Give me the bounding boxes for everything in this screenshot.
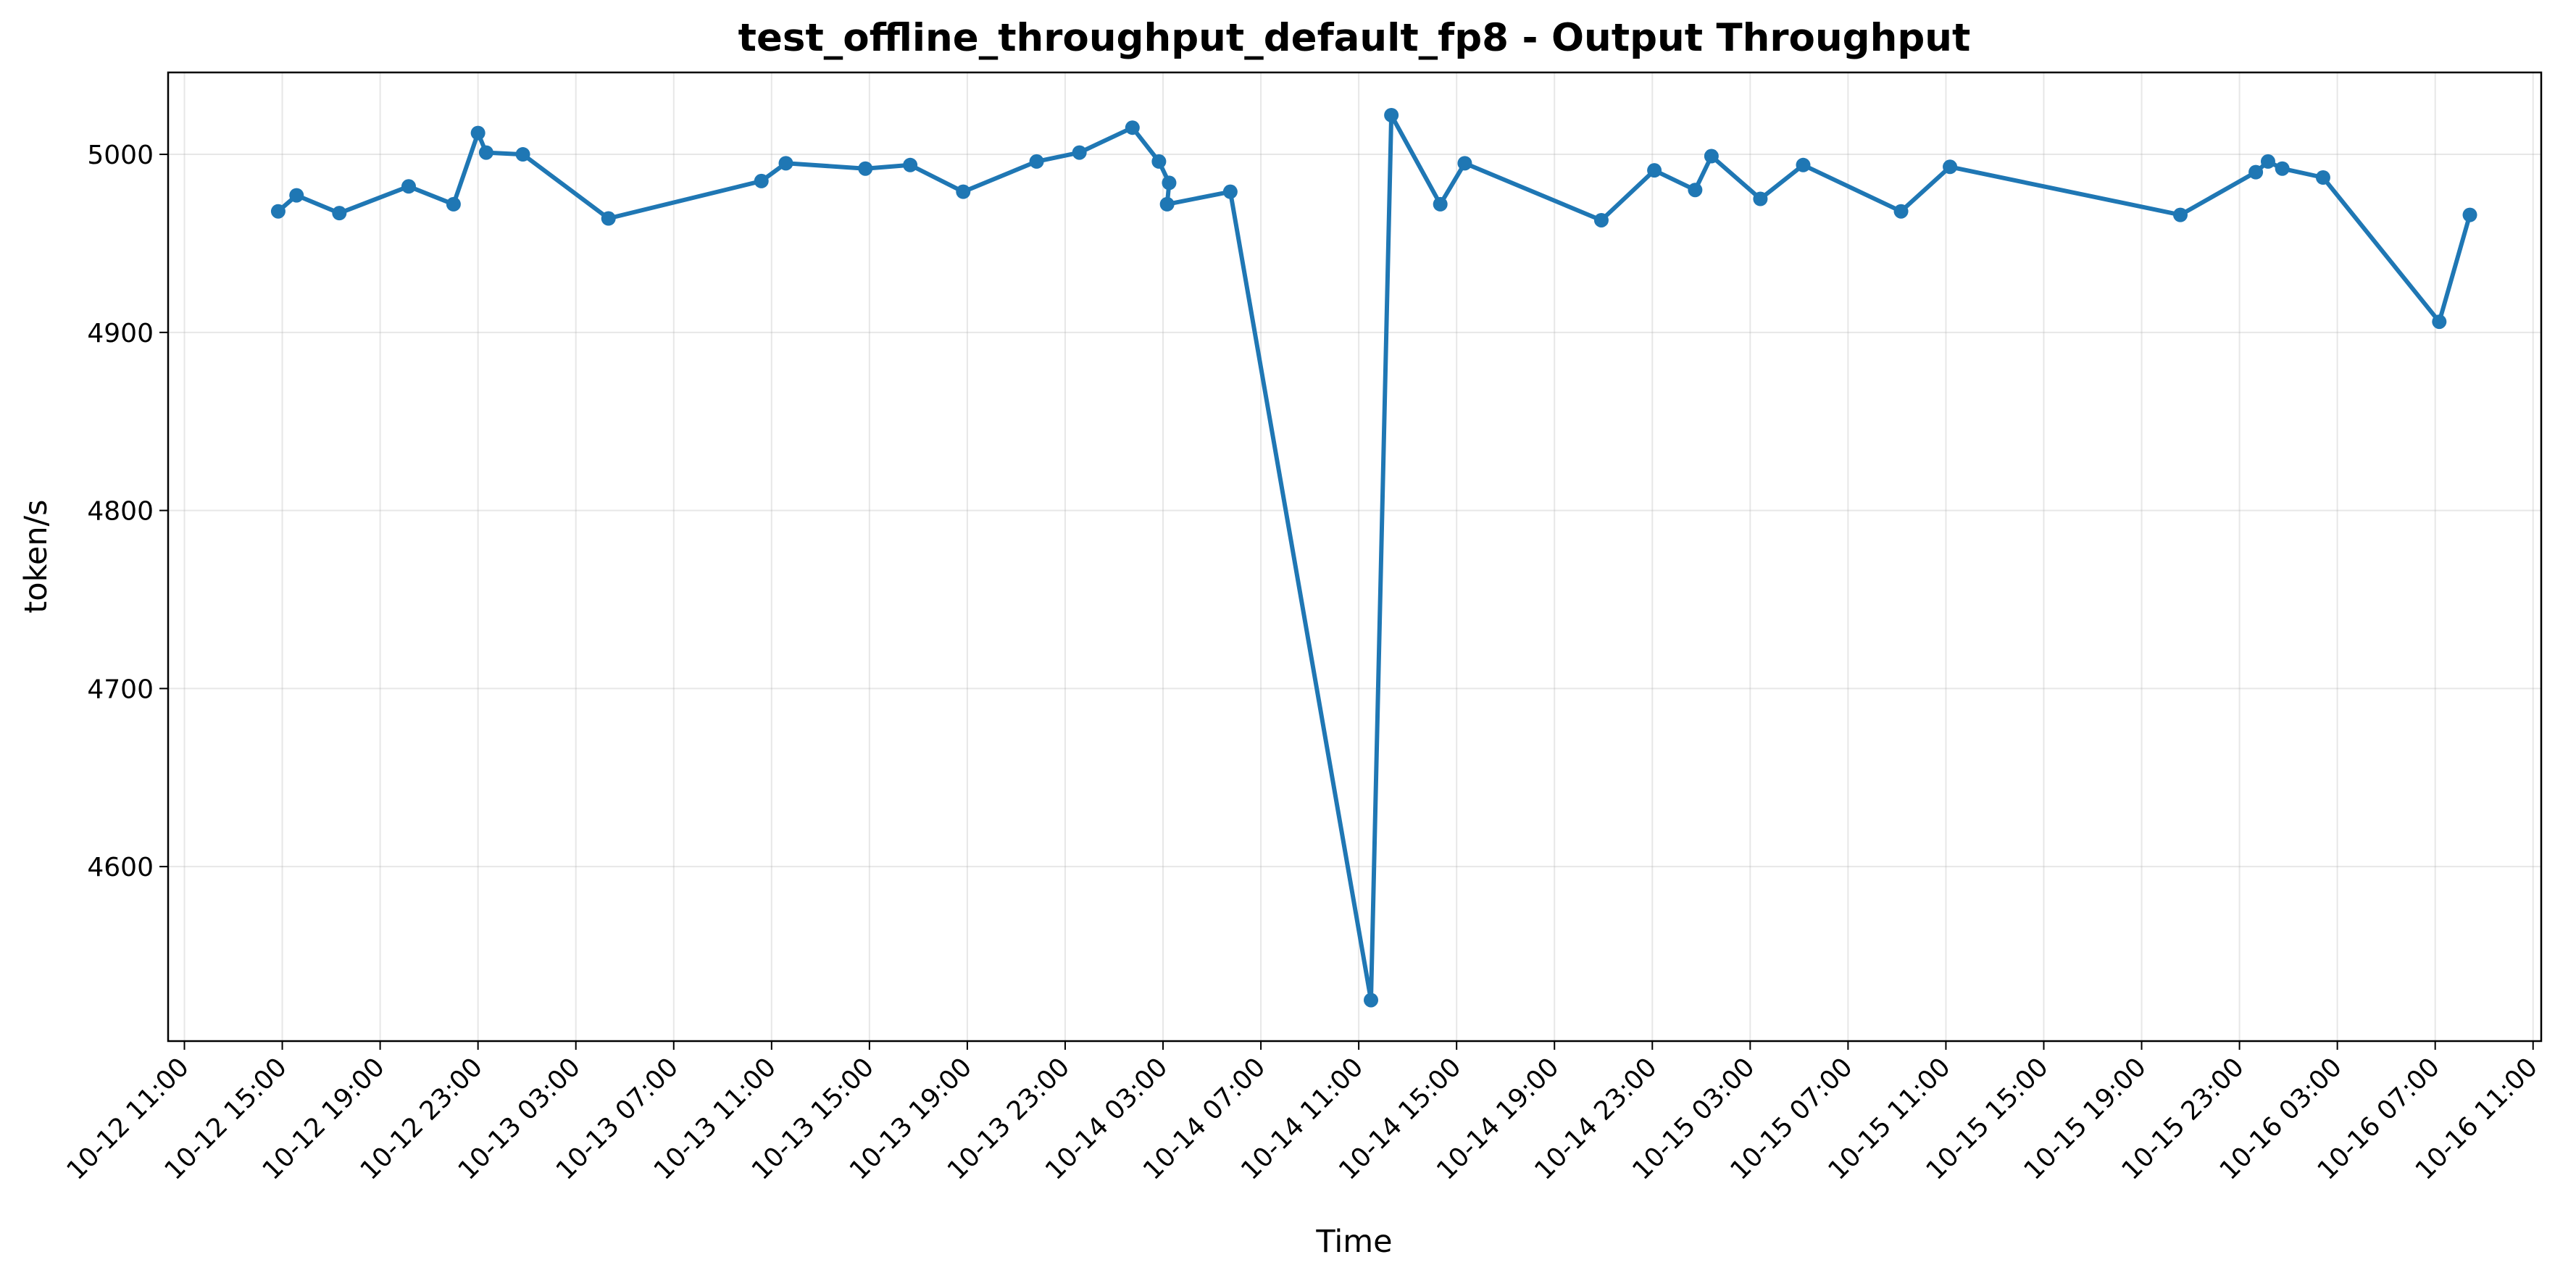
data-point: [903, 157, 918, 172]
data-point: [1151, 154, 1167, 169]
data-point: [478, 145, 493, 160]
grid-lines: [168, 72, 2541, 1041]
data-point: [2275, 161, 2290, 176]
data-point: [2248, 164, 2264, 180]
data-point: [956, 184, 971, 199]
data-point: [1688, 183, 1703, 198]
data-point: [1457, 156, 1472, 171]
data-point: [446, 196, 461, 212]
data-point: [1125, 120, 1140, 135]
data-point: [778, 156, 793, 171]
data-point: [470, 125, 485, 141]
data-point: [270, 204, 285, 219]
data-point: [1162, 175, 1177, 191]
data-point: [754, 173, 769, 188]
data-point: [1433, 196, 1448, 212]
data-point: [1384, 107, 1399, 122]
data-point: [1796, 157, 1811, 172]
data-point: [1647, 163, 1662, 178]
data-point: [601, 211, 616, 226]
y-tick-label: 4900: [87, 319, 154, 348]
x-axis-label: Time: [1315, 1224, 1392, 1260]
data-point: [1893, 204, 1909, 219]
y-tick-label: 5000: [87, 141, 154, 170]
y-axis-label: token/s: [18, 499, 54, 613]
y-tick-label: 4600: [87, 853, 154, 882]
data-point: [1364, 993, 1379, 1008]
data-point: [1159, 196, 1175, 212]
data-point: [2315, 170, 2330, 185]
data-point: [858, 161, 873, 176]
data-point: [1593, 212, 1609, 227]
data-point: [2432, 314, 2447, 330]
data-point: [332, 206, 347, 221]
plot-area-frame: [167, 71, 2543, 1043]
data-point: [515, 147, 530, 162]
data-point: [1943, 159, 1958, 175]
data-point: [2260, 154, 2275, 169]
series-layer: [270, 107, 2477, 1008]
y-tick-label: 4800: [87, 497, 154, 527]
data-point: [2462, 207, 2477, 222]
series-line: [275, 113, 2472, 1003]
data-point: [1222, 184, 1238, 199]
data-point: [1753, 191, 1768, 206]
data-point: [1072, 145, 1087, 160]
data-point: [289, 188, 304, 203]
data-point: [401, 179, 417, 194]
data-point: [1029, 154, 1044, 169]
y-tick-label: 4700: [87, 674, 154, 704]
chart-title: test_offline_throughput_default_fp8 - Ou…: [738, 16, 1971, 60]
data-point: [1704, 149, 1719, 164]
data-point: [2172, 207, 2188, 222]
